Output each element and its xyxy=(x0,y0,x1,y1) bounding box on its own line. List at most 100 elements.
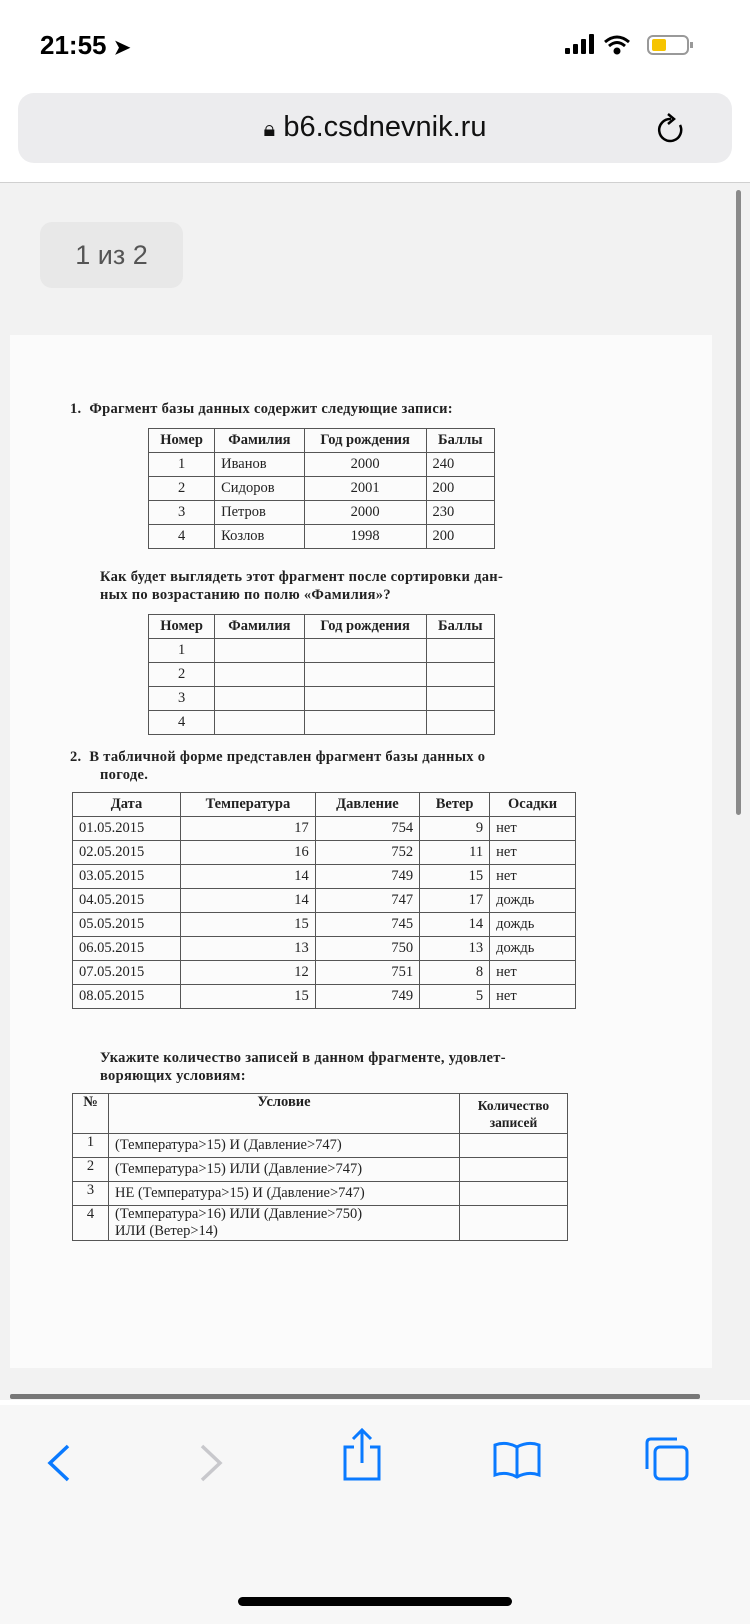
table-cell: 14 xyxy=(419,912,491,937)
table-cell: 1 xyxy=(72,1133,109,1158)
col-header: № xyxy=(72,1093,109,1134)
table-cell: 200 xyxy=(425,524,496,549)
answer-cell xyxy=(459,1205,568,1241)
table-cell: Иванов xyxy=(214,452,305,477)
col-header: Осадки xyxy=(489,792,576,817)
answer-cell xyxy=(214,662,305,687)
table-cell: 2001 xyxy=(303,476,427,501)
conditions-table: № Условие Количество записей 1 (Температура>… xyxy=(72,1093,568,1241)
time-text: 21:55 xyxy=(40,30,107,60)
table-cell: Сидоров xyxy=(214,476,305,501)
table-cell: 02.05.2015 xyxy=(72,840,181,865)
table-cell: 14 xyxy=(180,864,316,889)
col-header: Баллы xyxy=(425,428,496,453)
answer-cell xyxy=(425,710,496,735)
address-bar[interactable]: 🔒︎ b6.csdnevnik.ru xyxy=(18,93,732,163)
table-cell: 3 xyxy=(147,500,216,525)
table-cell: 01.05.2015 xyxy=(72,816,181,841)
table-cell: 754 xyxy=(314,816,421,841)
table-cell: 11 xyxy=(419,840,491,865)
header-row: Дата Температура Давление Ветер Осадки xyxy=(72,792,576,817)
table-cell: 9 xyxy=(419,816,491,841)
table-row: 08.05.2015 15 749 5 нет xyxy=(72,984,576,1009)
table-cell: 07.05.2015 xyxy=(72,960,181,985)
condition-text: (Температура>15) И (Давление>747) xyxy=(115,1137,342,1153)
chevron-right-icon[interactable] xyxy=(196,1443,226,1483)
answer-cell xyxy=(214,686,305,711)
table-row: 3 НЕ (Температура>15) И (Давление>747) xyxy=(72,1181,568,1206)
q1-question: Как будет выглядеть этот фрагмент после … xyxy=(100,569,504,603)
chevron-left-icon[interactable] xyxy=(44,1443,74,1483)
answer-cell xyxy=(303,638,427,663)
home-indicator[interactable] xyxy=(238,1597,512,1606)
table-cell: 15 xyxy=(419,864,491,889)
table-row: 05.05.2015 15 745 14 дождь xyxy=(72,912,576,937)
table-row: 2 (Температура>15) ИЛИ (Давление>747) xyxy=(72,1157,568,1182)
q1-heading: 1. Фрагмент базы данных содержит следующ… xyxy=(70,401,453,417)
col-header: Дата xyxy=(72,792,181,817)
table-cell: 13 xyxy=(180,936,316,961)
book-icon[interactable] xyxy=(492,1439,542,1479)
table-cell: нет xyxy=(489,984,576,1009)
answer-cell xyxy=(214,710,305,735)
table-row: 01.05.2015 17 754 9 нет xyxy=(72,816,576,841)
condition-text: (Температура>16) ИЛИ (Давление>750) xyxy=(115,1206,363,1222)
table-row: 4 Козлов 1998 200 xyxy=(147,524,496,549)
browser-toolbar xyxy=(0,1405,750,1624)
table-row: 07.05.2015 12 751 8 нет xyxy=(72,960,576,985)
table-cell: 2 xyxy=(147,476,216,501)
answer-cell xyxy=(214,638,305,663)
table-cell: 06.05.2015 xyxy=(72,936,181,961)
weather-table: Дата Температура Давление Ветер Осадки 01.05… xyxy=(72,792,576,1009)
col-header: Фамилия xyxy=(214,428,305,453)
answer-cell xyxy=(425,662,496,687)
answer-cell xyxy=(303,662,427,687)
answer-cell xyxy=(303,686,427,711)
reload-icon[interactable] xyxy=(656,113,686,145)
table-cell: 4 xyxy=(72,1205,109,1241)
table-cell: нет xyxy=(489,816,576,841)
condition-cell: (Температура>15) ИЛИ (Давление>747) xyxy=(108,1157,460,1182)
table-cell: 3 xyxy=(147,686,216,711)
col-header: Количество записей xyxy=(459,1093,568,1134)
table-row: 1 Иванов 2000 240 xyxy=(147,452,496,477)
scrollbar[interactable] xyxy=(736,190,741,815)
table-cell: Петров xyxy=(214,500,305,525)
table-cell: 2 xyxy=(72,1157,109,1182)
table-cell: 750 xyxy=(314,936,421,961)
status-icons xyxy=(565,34,693,55)
condition-cell: НЕ (Температура>15) И (Давление>747) xyxy=(108,1181,460,1206)
tabs-icon[interactable] xyxy=(643,1435,691,1483)
divider xyxy=(0,182,750,183)
table-cell: 8 xyxy=(419,960,491,985)
battery-low-icon xyxy=(647,35,693,55)
q2-heading: 2. В табличной форме представлен фрагмен… xyxy=(70,749,486,783)
table-cell: 14 xyxy=(180,888,316,913)
table-row: 4 xyxy=(147,710,496,735)
share-icon[interactable] xyxy=(340,1427,384,1483)
table-cell: 749 xyxy=(314,984,421,1009)
table-row: 02.05.2015 16 752 11 нет xyxy=(72,840,576,865)
url-display[interactable]: 🔒︎ b6.csdnevnik.ru xyxy=(18,111,732,144)
table-cell: 05.05.2015 xyxy=(72,912,181,937)
table-row: 1 xyxy=(147,638,496,663)
answer-cell xyxy=(425,638,496,663)
table-cell: 4 xyxy=(147,710,216,735)
table-cell: 200 xyxy=(425,476,496,501)
q2-task: Укажите количество записей в данном фраг… xyxy=(100,1050,506,1084)
table-cell: 230 xyxy=(425,500,496,525)
cellular-signal-icon xyxy=(565,34,594,54)
table-cell: 749 xyxy=(314,864,421,889)
table-cell: 3 xyxy=(72,1181,109,1206)
table-cell: нет xyxy=(489,960,576,985)
condition-cell: (Температура>15) И (Давление>747) xyxy=(108,1133,460,1158)
col-header: Год рождения xyxy=(303,614,427,639)
table-cell: дождь xyxy=(489,912,576,937)
table-cell: 2000 xyxy=(303,452,427,477)
col-header: Ветер xyxy=(419,792,491,817)
table-cell: 13 xyxy=(419,936,491,961)
lock-icon: 🔒︎ xyxy=(263,116,276,141)
table-row: 04.05.2015 14 747 17 дождь xyxy=(72,888,576,913)
table-row: 2 Сидоров 2001 200 xyxy=(147,476,496,501)
answer-cell xyxy=(459,1133,568,1158)
